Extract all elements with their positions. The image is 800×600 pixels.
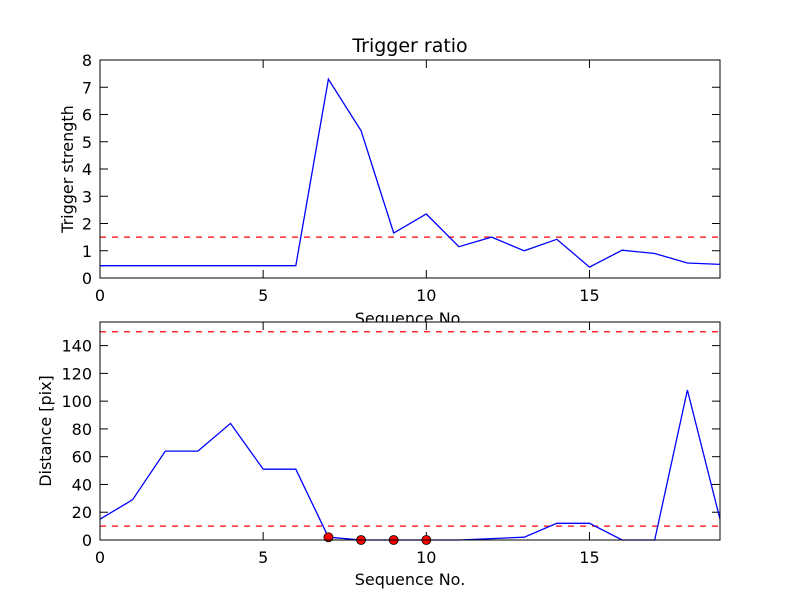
top-y-tick-label: 7: [82, 78, 92, 97]
bottom-x-tick-label: 0: [95, 548, 105, 567]
top-x-tick-label: 0: [95, 286, 105, 305]
top-y-tick-label: 6: [82, 106, 92, 125]
top-y-tick-label: 3: [82, 187, 92, 206]
top-series-line: [100, 77, 721, 268]
top-x-tick-label: 10: [416, 286, 436, 305]
top-plot-layer: 0 5 10 15 0 1 2 3 4 5 6 7 8: [82, 51, 721, 305]
bottom-y-tick-label: 0: [82, 531, 92, 550]
top-x-tick-label: 5: [258, 286, 268, 305]
bottom-x-tick-label: 10: [416, 548, 436, 567]
bottom-y-tick-label: 60: [72, 448, 92, 467]
bottom-y-tick-label: 100: [61, 392, 92, 411]
top-y-tick-label: 5: [82, 133, 92, 152]
top-x-tick-label: 15: [579, 286, 599, 305]
bottom-y-tick-label: 140: [61, 337, 92, 356]
bottom-y-tick-label: 120: [61, 364, 92, 383]
bottom-y-tick-label: 40: [72, 475, 92, 494]
bottom-y-tick-label: 20: [72, 503, 92, 522]
bottom-y-tick-label: 80: [72, 420, 92, 439]
top-y-tick-label: 4: [82, 160, 92, 179]
top-chart-title: Trigger ratio: [351, 35, 467, 57]
top-y-tick-label: 0: [82, 269, 92, 288]
top-plot-frame: [99, 59, 721, 279]
bottom-plot-frame: [99, 321, 721, 541]
top-y-tick-label: 2: [82, 215, 92, 234]
bottom-data-marker: [323, 532, 334, 543]
top-y-tick-label: 8: [82, 51, 92, 70]
bottom-x-tick-label: 15: [579, 548, 599, 567]
bottom-x-axis-label: Sequence No.: [355, 570, 466, 589]
bottom-x-tick-label: 5: [258, 548, 268, 567]
bottom-plot-background: [100, 322, 720, 540]
bottom-y-axis-label: Distance [pix]: [36, 375, 55, 487]
bottom-chart: 0 5 10 15 0 20 40 60 80 100 120 140 Sequence No. Di…: [36, 321, 721, 589]
top-plot-background: [100, 60, 720, 278]
top-y-axis-label: Trigger strength: [58, 105, 77, 234]
top-y-tick-label: 1: [82, 242, 92, 261]
